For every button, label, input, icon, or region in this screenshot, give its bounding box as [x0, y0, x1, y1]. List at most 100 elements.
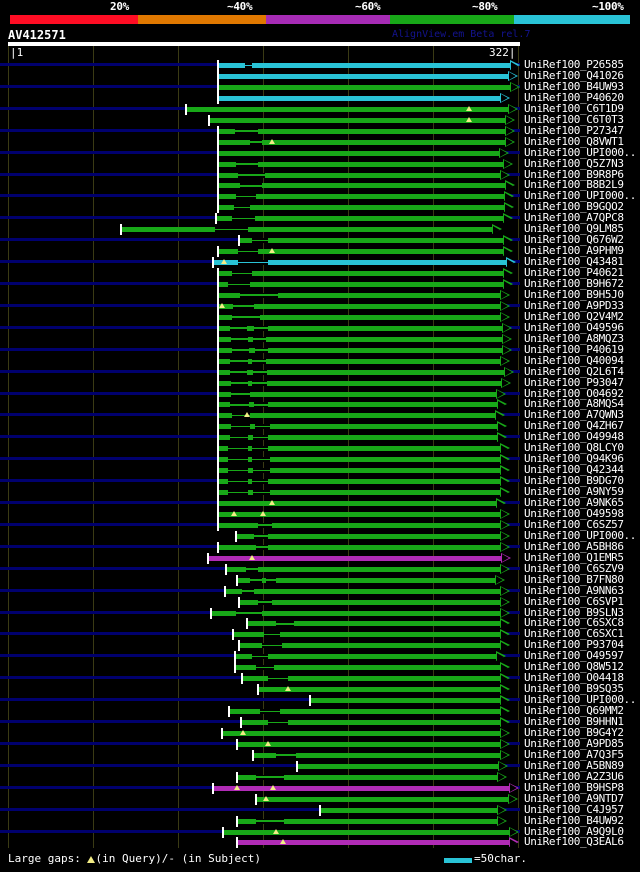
alignment-bar[interactable] — [217, 303, 500, 309]
hit-row[interactable]: UniRef100_A5BH86 — [0, 540, 640, 554]
hit-row[interactable]: UniRef100_B9H672 — [0, 277, 640, 291]
alignment-bar[interactable] — [319, 807, 497, 813]
hit-sequence-name[interactable]: UniRef100_UPI000.. — [524, 693, 637, 707]
alignment-bar[interactable] — [240, 720, 500, 725]
hit-row[interactable]: UniRef100_A2Z3U6 — [0, 769, 640, 784]
alignment-bar[interactable] — [238, 599, 500, 605]
hit-sequence-name[interactable]: UniRef100_B8B2L9 — [524, 178, 624, 192]
hit-row[interactable]: UniRef100_A9PD33 — [0, 298, 640, 313]
alignment-bar[interactable] — [215, 216, 503, 222]
alignment-bar[interactable] — [217, 457, 500, 463]
hit-row[interactable]: UniRef100_Q94K96 — [0, 452, 640, 466]
alignment-bar[interactable] — [234, 665, 500, 671]
alignment-bar[interactable] — [217, 314, 500, 320]
alignment-bar[interactable] — [238, 238, 503, 244]
hit-sequence-name[interactable]: UniRef100_B9GQO2 — [524, 200, 624, 214]
hit-sequence-name[interactable]: UniRef100_O49598 — [524, 506, 624, 520]
hit-row[interactable]: UniRef100_P26585 — [0, 58, 640, 72]
hit-sequence-name[interactable]: UniRef100_B4UW92 — [524, 813, 624, 827]
hit-row[interactable]: UniRef100_A9Q9L0 — [0, 825, 640, 839]
hit-row[interactable]: UniRef100_A7QWN3 — [0, 408, 640, 422]
hit-sequence-name[interactable]: UniRef100_B9HSP8 — [524, 780, 624, 794]
alignment-bar[interactable] — [236, 741, 500, 747]
hit-sequence-name[interactable]: UniRef100_UPI000.. — [524, 189, 637, 203]
alignment-bar[interactable] — [217, 205, 504, 211]
hit-sequence-name[interactable]: UniRef100_B9R8P6 — [524, 167, 624, 181]
alignment-bar[interactable] — [217, 369, 504, 375]
alignment-bar[interactable] — [234, 654, 496, 660]
alignment-bar[interactable] — [120, 227, 492, 233]
alignment-bar[interactable] — [217, 391, 496, 397]
hit-row[interactable]: UniRef100_C6SZV9 — [0, 562, 640, 576]
hit-row[interactable]: UniRef100_B8B2L9 — [0, 178, 640, 192]
hit-sequence-name[interactable]: UniRef100_A8MQS4 — [524, 397, 624, 411]
alignment-bar[interactable] — [217, 544, 500, 550]
hit-row[interactable]: UniRef100_B9SLN3 — [0, 605, 640, 620]
alignment-bar[interactable] — [212, 785, 509, 791]
hit-sequence-name[interactable]: UniRef100_B9SLN3 — [524, 605, 624, 619]
hit-row[interactable]: UniRef100_O04418 — [0, 671, 640, 685]
hit-sequence-name[interactable]: UniRef100_P40621 — [524, 266, 624, 280]
hit-sequence-name[interactable]: UniRef100_B4UW93 — [524, 79, 624, 93]
alignment-bar[interactable] — [217, 73, 508, 79]
alignment-bar[interactable] — [217, 292, 500, 298]
hit-sequence-name[interactable]: UniRef100_Q2V4M2 — [524, 309, 624, 323]
alignment-bar[interactable] — [217, 413, 495, 419]
hit-sequence-name[interactable]: UniRef100_B9SQ35 — [524, 682, 624, 696]
hit-row[interactable]: UniRef100_Q2V4M2 — [0, 309, 640, 324]
alignment-bar[interactable] — [232, 632, 500, 638]
alignment-bar[interactable] — [217, 95, 500, 101]
hit-sequence-name[interactable]: UniRef100_A9PD33 — [524, 298, 624, 312]
alignment-bar[interactable] — [224, 588, 500, 594]
hit-row[interactable]: UniRef100_A7QPC8 — [0, 211, 640, 225]
alignment-bar[interactable] — [217, 271, 503, 277]
hit-sequence-name[interactable]: UniRef100_C6T0T3 — [524, 112, 624, 126]
hit-sequence-name[interactable]: UniRef100_Q8VWT1 — [524, 134, 624, 148]
hit-sequence-name[interactable]: UniRef100_Q5Z7N3 — [524, 156, 624, 170]
hit-row[interactable]: UniRef100_O49596 — [0, 321, 640, 335]
hit-sequence-name[interactable]: UniRef100_P26585 — [524, 58, 624, 71]
hit-sequence-name[interactable]: UniRef100_A9PHM9 — [524, 244, 624, 258]
hit-sequence-name[interactable]: UniRef100_P40619 — [524, 342, 624, 356]
alignment-bar[interactable] — [217, 490, 500, 496]
hit-sequence-name[interactable]: UniRef100_Q3EAL6 — [524, 835, 624, 849]
hit-sequence-name[interactable]: UniRef100_B9HHN1 — [524, 715, 624, 728]
hit-row[interactable]: UniRef100_Q8VWT1 — [0, 134, 640, 149]
hit-row[interactable]: UniRef100_C6T1D9 — [0, 102, 640, 116]
hit-sequence-name[interactable]: UniRef100_O49948 — [524, 430, 624, 444]
hit-row[interactable]: UniRef100_P40619 — [0, 342, 640, 357]
hit-sequence-name[interactable]: UniRef100_A9NTD7 — [524, 791, 624, 805]
hit-sequence-name[interactable]: UniRef100_A2Z3U6 — [524, 769, 624, 783]
hit-sequence-name[interactable]: UniRef100_B9G4Y2 — [524, 725, 624, 739]
alignment-bar[interactable] — [217, 424, 497, 430]
hit-row[interactable]: UniRef100_B9HSP8 — [0, 780, 640, 795]
hit-row[interactable]: UniRef100_Q676W2 — [0, 233, 640, 247]
alignment-bar[interactable] — [246, 621, 500, 627]
hit-sequence-name[interactable]: UniRef100_A7QWN3 — [524, 408, 624, 422]
hit-sequence-name[interactable]: UniRef100_A8MQZ3 — [524, 331, 624, 345]
hit-row[interactable]: UniRef100_A9PD85 — [0, 737, 640, 751]
alignment-bar[interactable] — [257, 687, 500, 693]
alignment-bar[interactable] — [235, 533, 500, 539]
alignment-bar[interactable] — [255, 796, 508, 802]
hit-sequence-name[interactable]: UniRef100_Q1EMR5 — [524, 550, 624, 564]
hit-row[interactable]: UniRef100_Q40094 — [0, 354, 640, 368]
alignment-bar[interactable] — [207, 555, 501, 561]
alignment-bar[interactable] — [225, 566, 500, 572]
hit-row[interactable]: UniRef100_A9NTD7 — [0, 791, 640, 806]
hit-row[interactable]: UniRef100_C6SVP1 — [0, 595, 640, 609]
alignment-bar[interactable] — [238, 643, 500, 649]
hit-sequence-name[interactable]: UniRef100_Q43481 — [524, 255, 624, 269]
hit-row[interactable]: UniRef100_P93047 — [0, 376, 640, 390]
hit-sequence-name[interactable]: UniRef100_Q8LCY0 — [524, 441, 624, 455]
hit-row[interactable]: UniRef100_A8MQZ3 — [0, 331, 640, 346]
hit-sequence-name[interactable]: UniRef100_B9H672 — [524, 277, 624, 290]
alignment-bar[interactable] — [236, 577, 495, 583]
alignment-bar[interactable] — [221, 730, 500, 736]
alignment-bar[interactable] — [217, 435, 497, 441]
hit-row[interactable]: UniRef100_Q8LCY0 — [0, 441, 640, 455]
hit-sequence-name[interactable]: UniRef100_Q4ZH67 — [524, 419, 624, 433]
alignment-bar[interactable] — [236, 840, 509, 846]
hit-row[interactable]: UniRef100_C6SZ57 — [0, 518, 640, 532]
alignment-bar[interactable] — [217, 468, 500, 474]
